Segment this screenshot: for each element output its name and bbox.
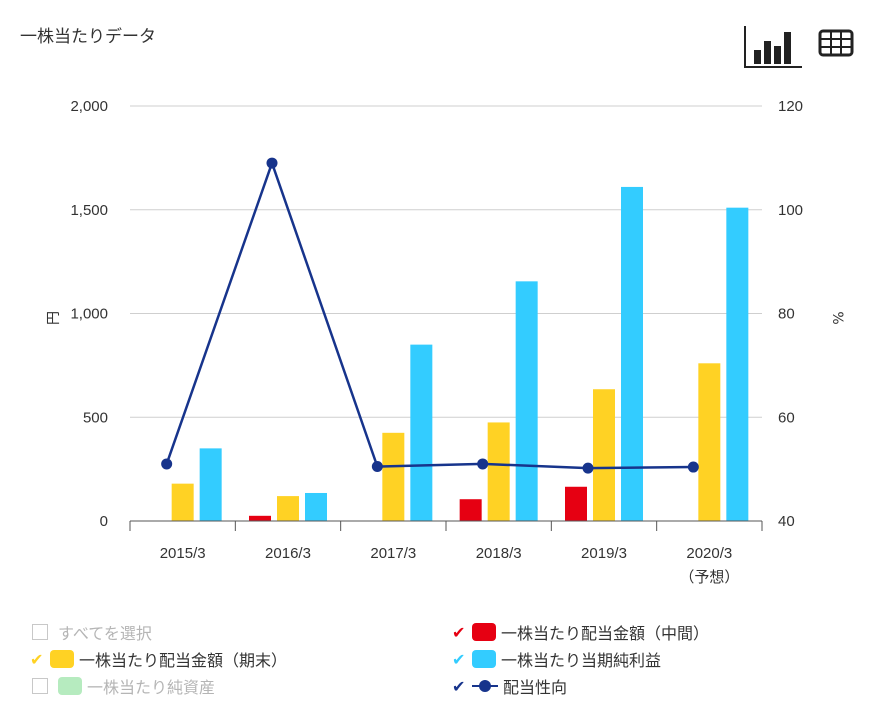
payout-point: [477, 458, 489, 470]
legend-select-all[interactable]: すべてを選択: [30, 620, 152, 644]
bar: [698, 363, 721, 521]
bar: [382, 432, 405, 521]
legend-select-all-label: すべてを選択: [58, 624, 152, 643]
left-axis-label: 円: [46, 311, 62, 325]
x-tick-label: 2016/3: [265, 545, 311, 562]
bar: [171, 483, 194, 521]
legend-swatch: [58, 677, 82, 695]
payout-point: [161, 458, 173, 470]
bars: [171, 186, 749, 522]
legend-year-end[interactable]: ✔ 一株当たり配当金額（期末）: [30, 647, 287, 671]
left-axis-ticks: 2,000 1,500 1,000 500 0: [70, 98, 108, 530]
x-tick-label: 2017/3: [370, 545, 416, 562]
page-title: 一株当たりデータ: [20, 27, 156, 47]
legend-swatch: [50, 650, 74, 668]
right-tick-label: 100: [778, 202, 803, 219]
x-tick-sublabel: （予想）: [679, 569, 739, 586]
chart-area: 2,000 1,500 1,000 500 0 120 100 80 60 40 円 % 201…: [46, 98, 845, 586]
check-icon: ✔: [452, 676, 466, 696]
bar: [515, 281, 538, 521]
bar: [410, 344, 433, 521]
right-axis-label: %: [829, 311, 845, 324]
payout-polyline: [165, 159, 694, 470]
table-icon: [818, 29, 854, 57]
left-tick-label: 0: [100, 513, 108, 530]
bar-chart-icon: [744, 26, 802, 68]
left-tick-label: 1,000: [70, 306, 108, 323]
checkbox-empty-icon: [32, 624, 48, 640]
legend-net-income[interactable]: ✔ 一株当たり当期純利益: [452, 647, 661, 671]
bar: [621, 186, 643, 522]
legend-payout[interactable]: ✔ 配当性向: [452, 674, 567, 698]
legend-interim[interactable]: ✔ 一株当たり配当金額（中間）: [452, 620, 709, 644]
legend-swatch: [472, 623, 496, 641]
legend-net-assets-label: 一株当たり純資産: [87, 678, 216, 697]
right-axis-ticks: 120 100 80 60 40: [778, 98, 803, 530]
bar: [487, 422, 510, 521]
legend-payout-label: 配当性向: [503, 678, 568, 697]
bar: [249, 515, 271, 521]
payout-point: [371, 461, 383, 473]
payout-point: [582, 462, 594, 474]
x-tick-label: 2020/3: [686, 545, 732, 562]
legend-net-income-label: 一株当たり当期純利益: [501, 651, 662, 670]
right-tick-label: 80: [778, 306, 795, 323]
check-icon: ✔: [452, 649, 466, 669]
checkbox-empty-icon: [32, 678, 48, 694]
check-icon: ✔: [452, 622, 466, 642]
bar: [199, 448, 222, 521]
x-axis: 2015/3 2016/3 2017/3 2018/3 2019/3 2020/3 （予想）: [129, 520, 763, 586]
bar: [305, 492, 327, 521]
payout-ratio-line: [161, 157, 699, 474]
x-tick-label: 2018/3: [476, 545, 522, 562]
bar: [565, 486, 587, 521]
left-tick-label: 500: [83, 409, 108, 426]
payout-point: [687, 461, 699, 473]
bar: [726, 207, 749, 522]
check-icon: ✔: [30, 649, 44, 669]
legend-year-end-label: 一株当たり配当金額（期末）: [79, 651, 288, 670]
legend-net-assets[interactable]: 一株当たり純資産: [30, 674, 215, 698]
x-tick-label: 2019/3: [581, 545, 627, 562]
bar: [277, 496, 299, 521]
right-tick-label: 40: [778, 513, 795, 530]
bar: [593, 389, 615, 521]
right-tick-label: 60: [778, 409, 795, 426]
right-tick-label: 120: [778, 98, 803, 115]
bar: [459, 499, 482, 521]
left-tick-label: 1,500: [70, 202, 108, 219]
legend-interim-label: 一株当たり配当金額（中間）: [501, 624, 710, 643]
x-tick-label: 2015/3: [160, 545, 206, 562]
left-tick-label: 2,000: [70, 98, 108, 115]
table-view-button[interactable]: [818, 26, 854, 62]
payout-point: [266, 157, 278, 169]
line-marker-icon: [472, 680, 498, 692]
grid-lines: [130, 105, 762, 418]
chart-view-button[interactable]: [744, 26, 804, 74]
legend-swatch: [472, 650, 496, 668]
